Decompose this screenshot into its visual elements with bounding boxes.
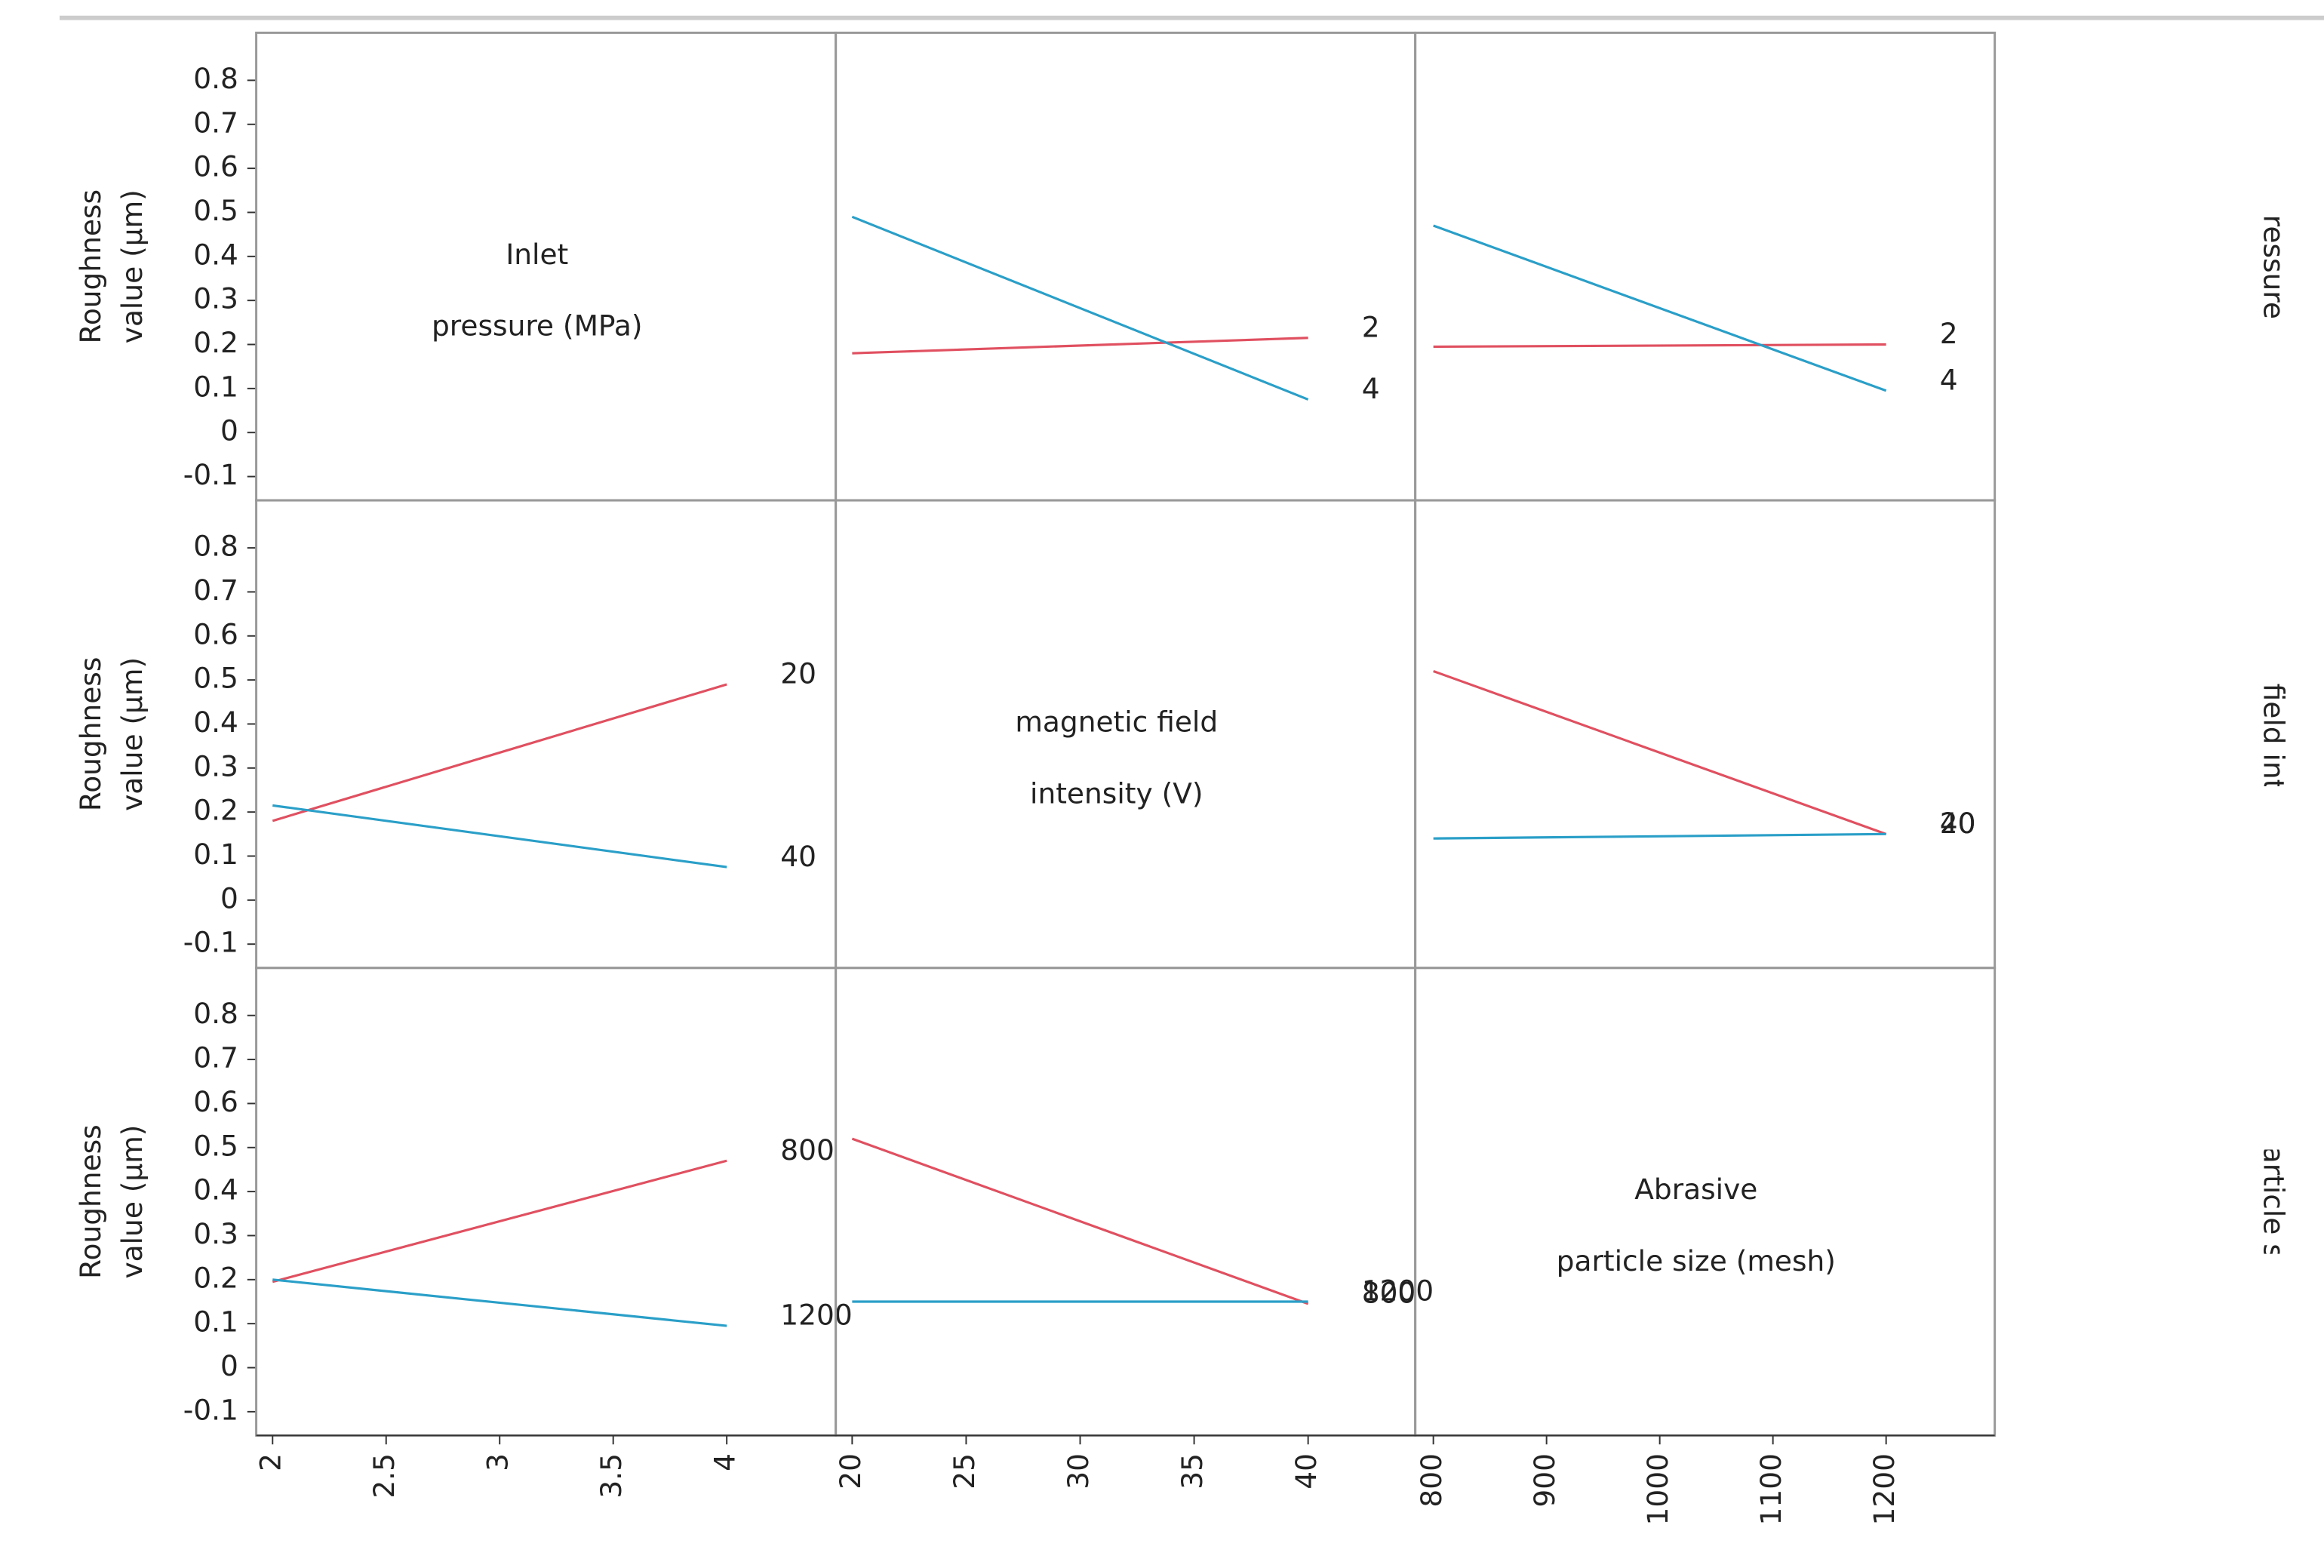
factor-label: Inlet — [506, 238, 568, 271]
trace-label: 2 — [1362, 310, 1380, 343]
x-tick-label: 1200 — [1868, 1453, 1901, 1525]
x-tick-label: 2 — [254, 1453, 287, 1471]
trace-label: 4 — [1362, 372, 1380, 405]
trace-label: 20 — [780, 657, 816, 690]
y-tick-label: 0.1 — [193, 838, 238, 871]
y-tick-label: 0.5 — [193, 662, 238, 695]
trace-line — [272, 1278, 727, 1327]
y-axis-label: value (μm) — [115, 1125, 149, 1279]
trace-line — [852, 337, 1308, 355]
x-tick-label: 1000 — [1641, 1453, 1674, 1525]
trace-label: 800 — [1362, 1277, 1416, 1310]
x-tick-label: 800 — [1415, 1453, 1448, 1508]
trace-label: 2 — [1940, 317, 1958, 350]
trace-label: 1200 — [780, 1299, 852, 1332]
y-tick-label: 0.4 — [193, 1173, 238, 1207]
x-tick-label: 25 — [948, 1453, 981, 1490]
y-tick-label: 0.8 — [193, 62, 238, 95]
y-tick-label: 0.3 — [193, 282, 238, 315]
y-tick-label: 0.8 — [193, 997, 238, 1030]
x-tick-label: 2.5 — [367, 1453, 401, 1499]
panel-frame — [835, 31, 1417, 502]
y-axis-label: value (μm) — [115, 657, 149, 811]
y-tick-label: 0 — [220, 1349, 238, 1382]
panel-frame — [835, 967, 1417, 1437]
y-axis-label: Roughness — [74, 657, 107, 812]
trace-line — [1433, 224, 1887, 392]
y-tick-label: 0.7 — [193, 573, 238, 607]
y-axis-label: value (μm) — [115, 189, 149, 343]
y-tick-label: 0.5 — [193, 1129, 238, 1162]
trace-line — [1433, 343, 1886, 349]
trace-line — [851, 1137, 1309, 1305]
trace-label: 1200 — [1362, 1274, 1434, 1308]
factor-label: particle size (mesh) — [1557, 1244, 1836, 1277]
y-tick-label: -0.1 — [183, 1393, 238, 1426]
y-tick-label: -0.1 — [183, 926, 238, 959]
x-tick-label: 1100 — [1754, 1453, 1788, 1525]
y-tick-label: 0.5 — [193, 194, 238, 227]
x-tick-label: 900 — [1528, 1453, 1561, 1508]
x-tick-label: 40 — [1290, 1453, 1323, 1490]
y-tick-label: 0.4 — [193, 238, 238, 271]
side-label: magnetic field intensity (V) — [2257, 542, 2290, 927]
x-tick-label: 3 — [481, 1453, 515, 1471]
factor-label: intensity (V) — [1030, 776, 1203, 810]
trace-line — [851, 215, 1309, 401]
trace-label: 800 — [780, 1133, 835, 1167]
panel-frame — [255, 967, 838, 1437]
y-tick-label: 0.6 — [193, 1085, 238, 1118]
x-tick-label: 20 — [834, 1453, 867, 1490]
y-axis-label: Roughness — [74, 189, 107, 344]
x-tick-label: 3.5 — [595, 1453, 628, 1499]
trace-label: 40 — [780, 840, 816, 873]
y-tick-label: 0.4 — [193, 706, 238, 739]
x-tick-label: 30 — [1062, 1453, 1095, 1490]
factor-label: magnetic field — [1015, 706, 1218, 739]
factor-label: pressure (MPa) — [432, 309, 642, 343]
y-tick-label: 0.3 — [193, 749, 238, 782]
y-axis-label: Roughness — [74, 1124, 107, 1279]
trace-line — [1433, 669, 1887, 835]
y-tick-label: 0.1 — [193, 370, 238, 403]
trace-line — [1433, 832, 1886, 840]
trace-line — [272, 683, 727, 822]
y-tick-label: 0.6 — [193, 617, 238, 650]
trace-line — [272, 804, 727, 869]
y-tick-label: 0 — [220, 414, 238, 447]
trace-line — [272, 1159, 727, 1284]
y-tick-label: 0.8 — [193, 530, 238, 563]
y-tick-label: 0.3 — [193, 1217, 238, 1250]
y-tick-label: 0.7 — [193, 1041, 238, 1075]
side-label: Inlet pressure (MPa) — [2257, 125, 2290, 407]
trace-label: 40 — [1940, 807, 1976, 840]
y-tick-label: 0.1 — [193, 1305, 238, 1339]
panel-frame — [1414, 499, 1997, 970]
panel-frame — [1414, 31, 1997, 502]
y-tick-label: 0.2 — [193, 1261, 238, 1294]
trace-label: 20 — [1940, 807, 1976, 840]
x-tick-label: 35 — [1176, 1453, 1209, 1490]
y-tick-label: 0.7 — [193, 106, 238, 139]
trace-label: 4 — [1940, 363, 1958, 396]
factor-label: Abrasive — [1634, 1173, 1757, 1206]
panel-frame — [255, 499, 838, 970]
x-tick-label: 4 — [709, 1453, 742, 1471]
y-tick-label: 0.2 — [193, 326, 238, 359]
y-tick-label: -0.1 — [183, 458, 238, 491]
y-tick-label: 0.6 — [193, 150, 238, 183]
side-label: Abrasive particle size (mesh) — [2257, 996, 2290, 1407]
y-tick-label: 0.2 — [193, 794, 238, 827]
y-tick-label: 0 — [220, 881, 238, 915]
